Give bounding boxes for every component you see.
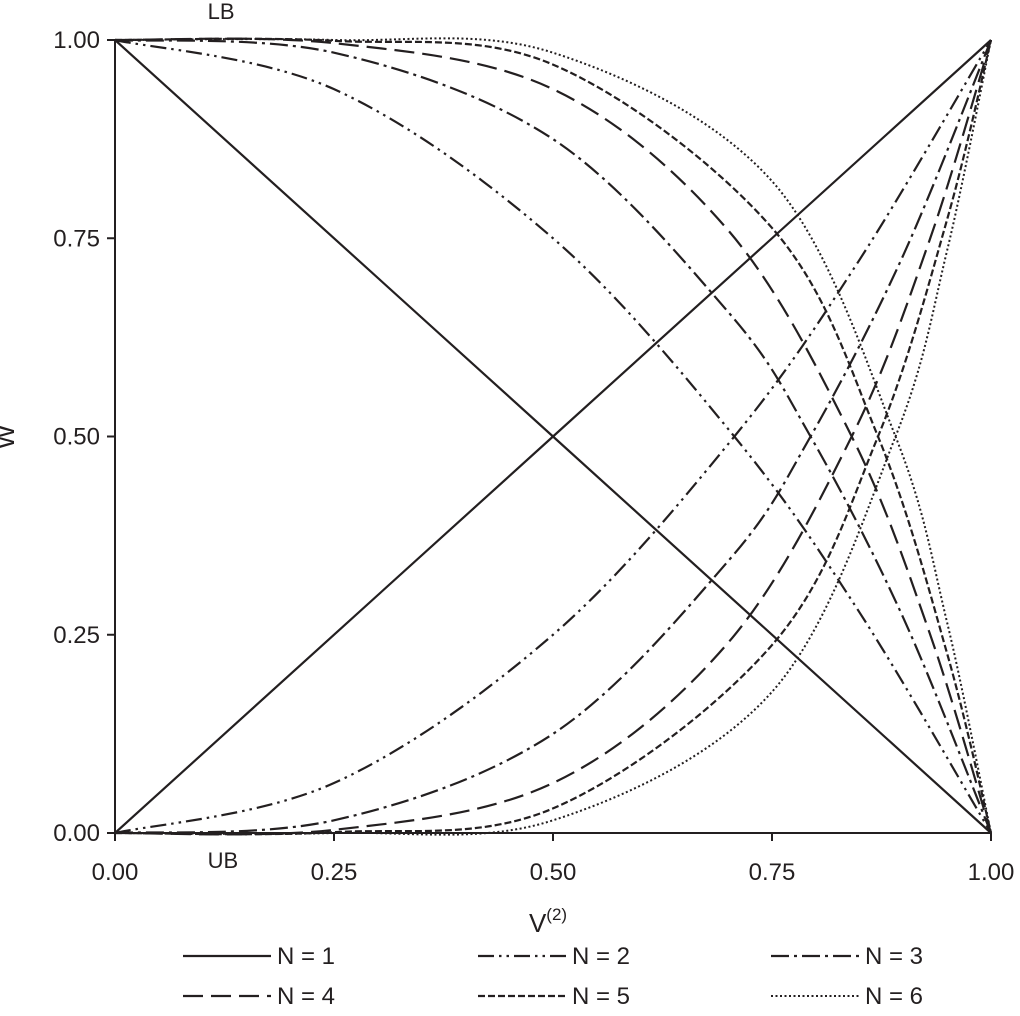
annotations: LB UB <box>208 0 239 873</box>
legend-label: N = 1 <box>277 943 335 970</box>
series-3-ub-line <box>114 39 993 835</box>
y-tick-label: 0.75 <box>53 225 100 252</box>
series-3 <box>114 38 993 835</box>
series-2-lb-line <box>114 38 992 834</box>
y-tick-label: 0.00 <box>53 820 100 847</box>
legend-label: N = 5 <box>572 983 630 1010</box>
legend-label: N = 4 <box>277 983 335 1010</box>
series-2 <box>114 38 992 835</box>
annotation-lb: LB <box>208 0 235 24</box>
y-tick-label: 1.00 <box>53 27 100 54</box>
series-5-ub-line <box>114 39 993 836</box>
series-6-lb-line <box>114 37 992 834</box>
legend-item-5: N = 5 <box>478 983 630 1010</box>
annotation-ub: UB <box>208 848 239 873</box>
series-1-ub-line <box>114 39 992 834</box>
legend-item-3: N = 3 <box>771 943 923 970</box>
series-4 <box>114 37 993 836</box>
x-tick-label: 0.25 <box>311 859 358 886</box>
y-tick-label: 0.50 <box>53 424 100 451</box>
series-1 <box>114 39 992 834</box>
axes: 0.00 0.25 0.50 0.75 1.00 0.00 0.25 0.50 0.75 1.00 <box>53 27 1014 886</box>
x-tick-label: 0.75 <box>749 859 796 886</box>
x-tick-label: 1.00 <box>968 859 1015 886</box>
y-axis-title: W <box>0 424 20 449</box>
x-axis-title: V(2) <box>529 905 567 938</box>
legend-item-4: N = 4 <box>183 983 335 1010</box>
series-5 <box>114 37 993 836</box>
legend-label: N = 3 <box>865 943 923 970</box>
series-6 <box>114 37 992 836</box>
x-tick-label: 0.50 <box>530 859 577 886</box>
series-4-ub-line <box>114 39 993 836</box>
series-2-ub-line <box>114 39 992 835</box>
legend-item-6: N = 6 <box>771 983 923 1010</box>
x-axis-title-base: V <box>529 908 547 938</box>
series-4-lb-line <box>114 37 993 834</box>
series-6-ub-line <box>114 39 992 836</box>
legend-label: N = 2 <box>572 943 630 970</box>
legend-label: N = 6 <box>865 983 923 1010</box>
plot-area <box>114 37 993 836</box>
legend: N = 1 N = 2 N = 3 N = 4 N = 5 N = 6 <box>183 943 923 1010</box>
x-tick-label: 0.00 <box>92 859 139 886</box>
legend-item-1: N = 1 <box>183 943 335 970</box>
y-tick-label: 0.25 <box>53 622 100 649</box>
legend-item-2: N = 2 <box>478 943 630 970</box>
series-3-lb-line <box>114 38 993 834</box>
x-axis-title-superscript: (2) <box>546 905 567 924</box>
series-5-lb-line <box>114 37 993 834</box>
